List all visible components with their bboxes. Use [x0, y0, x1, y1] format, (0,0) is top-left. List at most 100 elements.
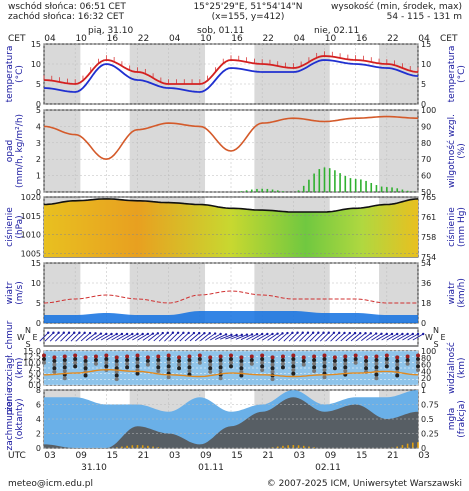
- fog-bar: [282, 445, 284, 448]
- cloud-dot: [249, 358, 254, 363]
- tick-label-right: 761: [421, 213, 436, 222]
- wind-arrow: [158, 332, 169, 342]
- wind-arrow: [407, 333, 419, 341]
- precip-bar: [313, 173, 315, 192]
- fog-bar: [271, 447, 274, 448]
- cloud-dot: [208, 369, 213, 374]
- tick-label-left: 4: [36, 415, 41, 424]
- cloud-dot: [312, 358, 317, 363]
- elevation-values: 54 - 115 - 131 m: [387, 12, 462, 22]
- tick-label-left: 4: [36, 122, 41, 131]
- wind-arrow: [412, 333, 424, 341]
- wind-arrow-head: [78, 331, 81, 334]
- night-band: [379, 263, 418, 323]
- night-band: [254, 44, 330, 104]
- wind-arrow: [85, 332, 96, 342]
- tick-label-right: 60: [421, 361, 431, 370]
- wind-arrow-head: [364, 331, 367, 335]
- cloud-dot: [73, 353, 78, 358]
- cloud-dot: [166, 364, 171, 369]
- cloud-dot: [62, 358, 67, 363]
- dew-point-line: [43, 59, 419, 93]
- cloud-dot: [135, 357, 140, 362]
- cloud-dot: [374, 365, 379, 370]
- hour-label-top: 10: [200, 34, 212, 44]
- precip-bar: [308, 179, 310, 192]
- precip-bar: [256, 188, 258, 192]
- cloud-dot: [114, 362, 119, 367]
- cloud-dot: [177, 358, 182, 363]
- cloud-dot: [343, 361, 348, 366]
- cloud-dot: [270, 358, 275, 363]
- wind-arrow-head: [240, 333, 244, 337]
- cloud-dot: [114, 355, 119, 360]
- cloud-dot: [312, 365, 317, 370]
- axis-title-left: zachmurzenie: [5, 387, 15, 451]
- cloud-dot: [177, 366, 182, 371]
- wind-arrow: [179, 332, 189, 342]
- wind-arrow: [106, 333, 117, 341]
- precip-bar: [360, 179, 362, 192]
- axis-unit-left: (mm/h, kg/m²/h): [15, 114, 25, 188]
- cloud-dot: [322, 360, 327, 365]
- wind-arrow: [220, 334, 232, 340]
- pressure-area: [44, 198, 418, 257]
- wind-arrow: [235, 334, 248, 340]
- wind-arrow: [335, 332, 345, 342]
- cloud-dot: [270, 355, 275, 360]
- tick-label-right: 70: [421, 155, 431, 164]
- wind-arrow-head: [156, 332, 160, 335]
- precip-bar: [261, 188, 263, 192]
- precip-bar: [386, 187, 388, 192]
- cloud-dot: [280, 365, 285, 370]
- cloud-dot: [239, 373, 244, 378]
- axis-title-left: pion. rozciągł. chmur: [5, 320, 15, 415]
- cloud-dot: [218, 376, 223, 381]
- wind-arrow: [293, 332, 304, 342]
- cloud-dot: [135, 360, 140, 365]
- footer-email[interactable]: meteo@icm.edu.pl: [8, 479, 93, 489]
- cloud-dot: [218, 361, 223, 366]
- wind-arrow-head: [99, 332, 103, 335]
- wind-arrow: [205, 333, 216, 341]
- hour-label-bottom: 15: [356, 451, 367, 461]
- day-label-top-1: pią, 31.10: [88, 26, 133, 36]
- tick-label-left: 7.5: [28, 364, 41, 373]
- wind-arrow-head: [353, 331, 357, 335]
- wind-arrow-head: [88, 331, 92, 335]
- cloud-dot: [166, 360, 171, 365]
- wind-arrow-head: [161, 331, 164, 335]
- wind-arrow: [75, 332, 85, 342]
- cloud-dot: [93, 361, 98, 366]
- cloud-dot: [42, 357, 46, 362]
- precip-bar: [354, 178, 357, 192]
- cloud-dot: [353, 353, 358, 358]
- cloud-dot: [104, 364, 109, 369]
- compass-label: E: [32, 333, 37, 342]
- wind-arrow-head: [296, 331, 299, 334]
- wind-arrow: [44, 332, 54, 342]
- compass-label: N: [25, 326, 31, 335]
- cloud-dot: [395, 355, 400, 360]
- wind-arrow: [319, 332, 330, 342]
- wind-arrow: [386, 333, 398, 341]
- hour-label-bottom: 21: [138, 451, 149, 461]
- wind-arrow-head: [401, 332, 404, 336]
- wind-arrow: [396, 333, 408, 341]
- wind-arrow: [340, 332, 351, 342]
- tick-label-right: 50: [421, 188, 431, 197]
- night-band: [129, 44, 206, 104]
- cloud-dot: [280, 354, 285, 359]
- cloud-dot: [218, 368, 223, 373]
- cloud-dot: [42, 360, 46, 365]
- cloud-dot: [260, 353, 265, 358]
- cloud-dot: [374, 376, 379, 381]
- cloud-dot: [73, 364, 78, 369]
- hour-label-top: 22: [138, 34, 149, 44]
- fog-bar: [141, 445, 144, 448]
- axis-unit-right: (frakcja): [457, 400, 467, 438]
- cloud-low-area: [44, 397, 418, 448]
- tick-label-left: 15: [31, 259, 41, 268]
- wind-arrow-head: [245, 333, 249, 336]
